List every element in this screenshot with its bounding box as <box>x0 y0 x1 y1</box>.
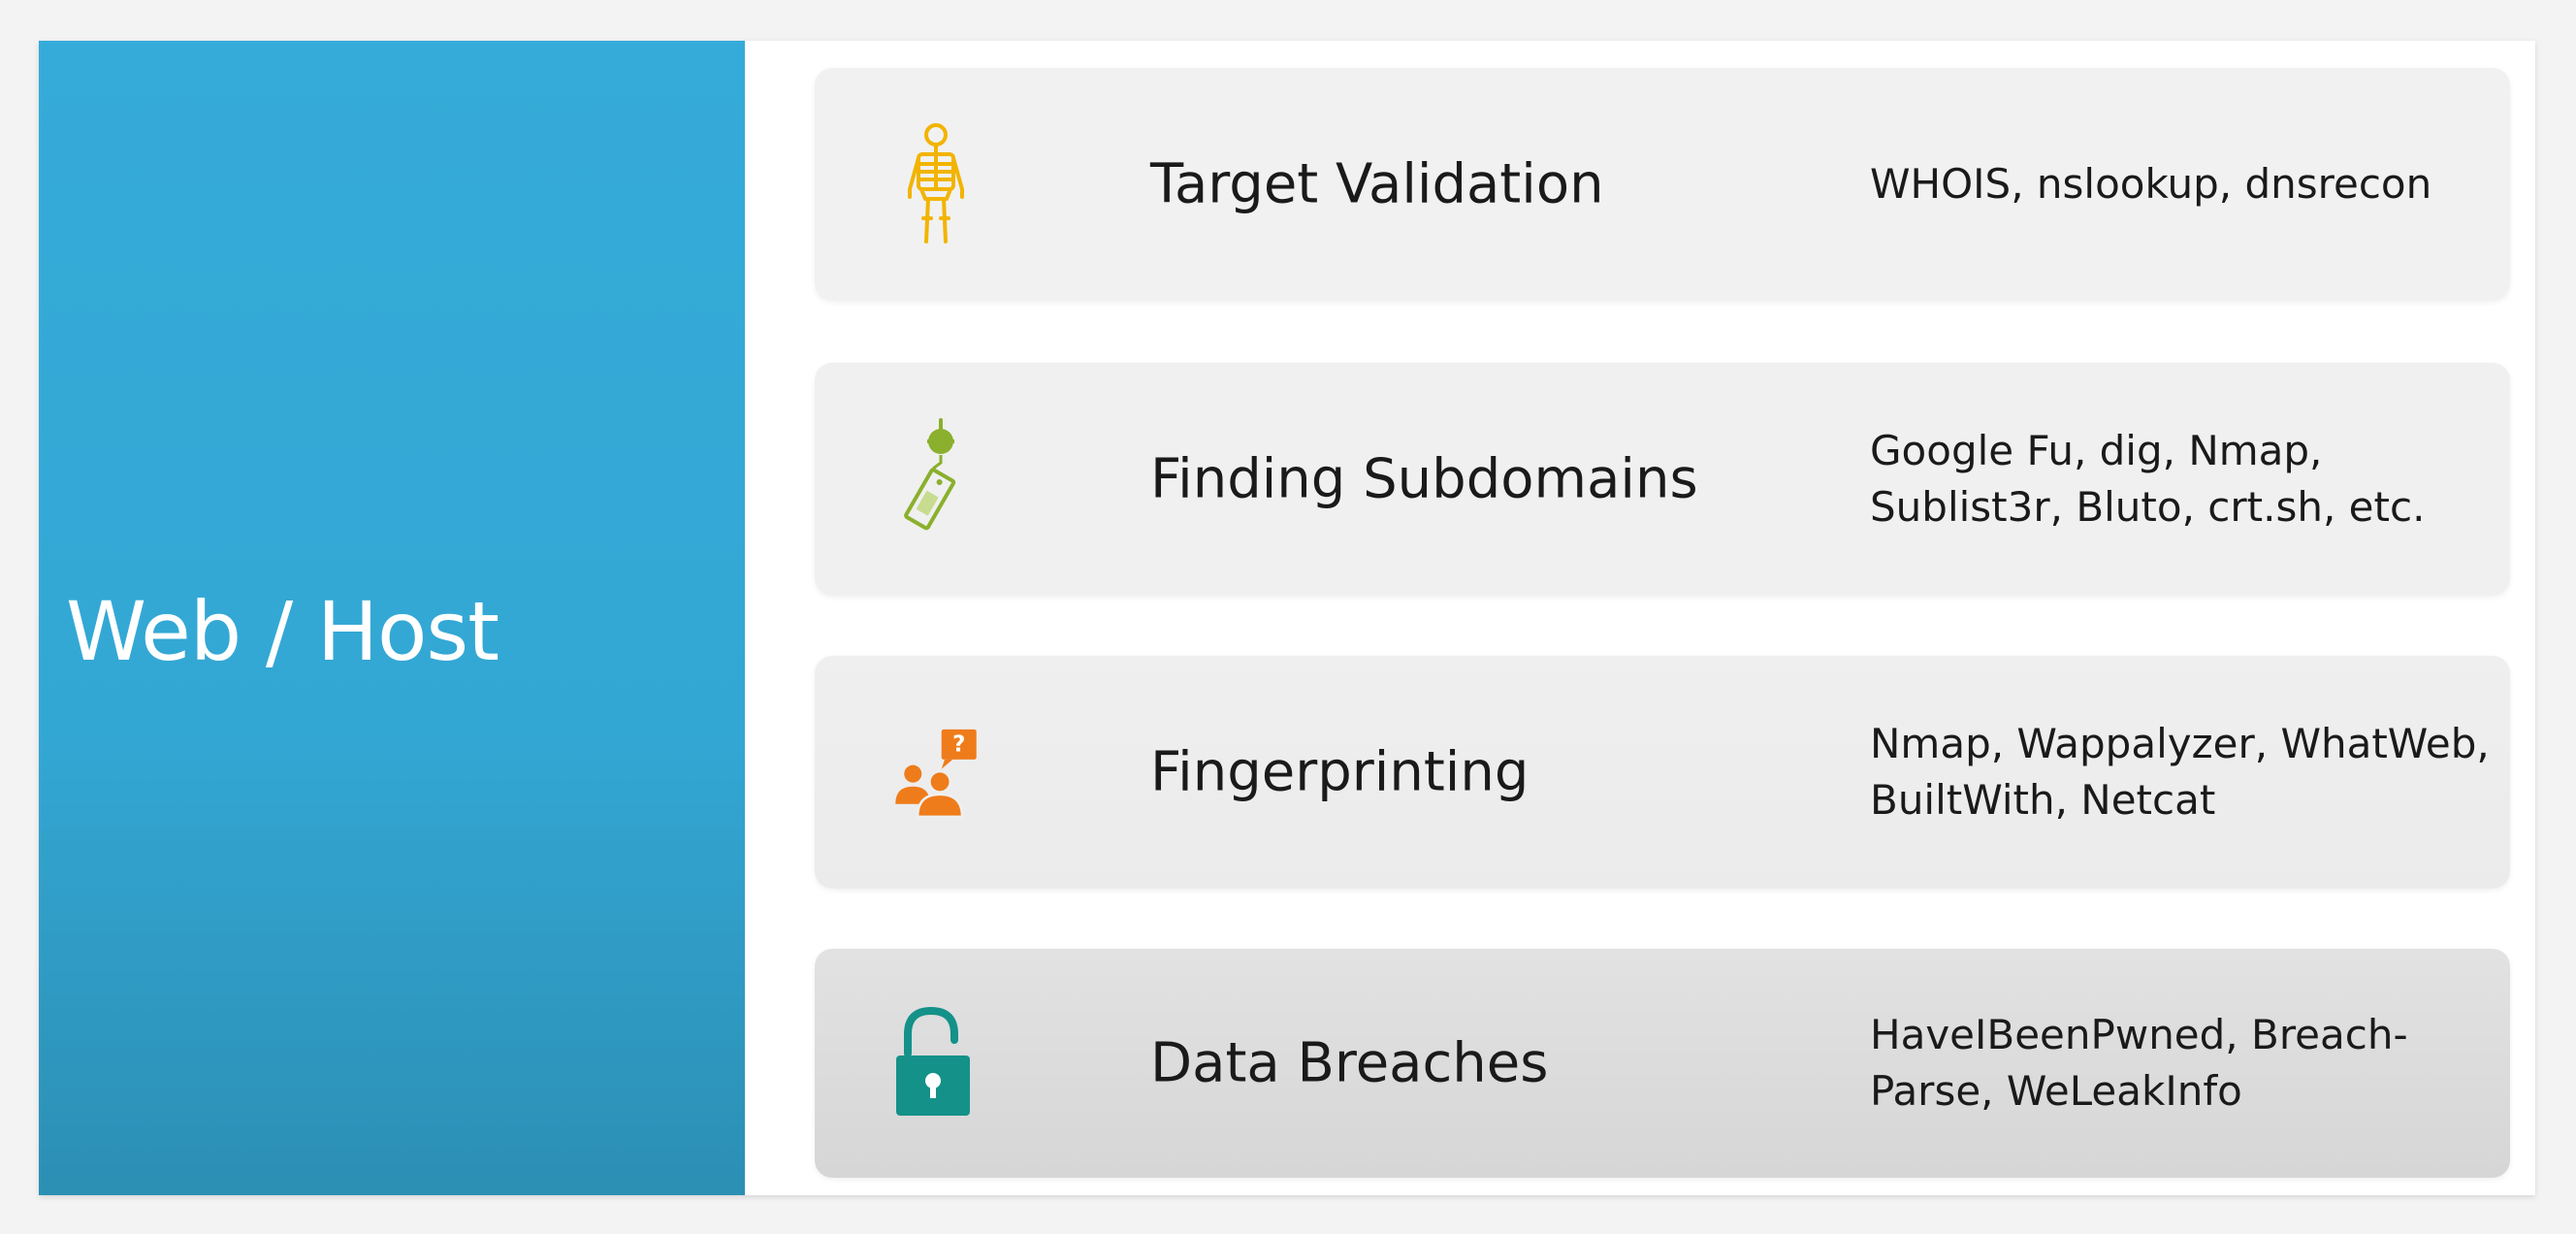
row-tools: Nmap, Wappalyzer, WhatWeb, BuiltWith, Ne… <box>1870 720 2490 824</box>
skeleton-icon <box>892 116 980 252</box>
card-data-breaches: Data Breaches HaveIBeenPwned, Breach-Par… <box>815 949 2510 1178</box>
section-title: Web / Host <box>66 584 499 679</box>
title-panel: Web / Host <box>39 41 745 1195</box>
slide: Web / Host <box>39 41 2535 1195</box>
card-finding-subdomains: Finding Subdomains Google Fu, dig, Nmap,… <box>815 363 2510 596</box>
row-tools: HaveIBeenPwned, Breach-Parse, WeLeakInfo <box>1870 1011 2408 1115</box>
row-tools: Google Fu, dig, Nmap, Sublist3r, Bluto, … <box>1870 427 2426 531</box>
unlocked-padlock-icon <box>892 995 980 1131</box>
card-target-validation: Target Validation WHOIS, nslookup, dnsre… <box>815 68 2510 301</box>
row-title: Fingerprinting <box>1150 740 1530 804</box>
row-tools: WHOIS, nslookup, dnsrecon <box>1870 160 2432 208</box>
svg-text:?: ? <box>952 732 965 758</box>
card-fingerprinting: ? Fingerprinting Nmap, Wappalyzer, WhatW… <box>815 656 2510 889</box>
people-question-icon: ? <box>892 704 980 840</box>
price-tag-icon <box>892 411 980 547</box>
row-title: Data Breaches <box>1150 1031 1549 1095</box>
row-title: Target Validation <box>1150 152 1604 216</box>
row-title: Finding Subdomains <box>1150 447 1698 511</box>
